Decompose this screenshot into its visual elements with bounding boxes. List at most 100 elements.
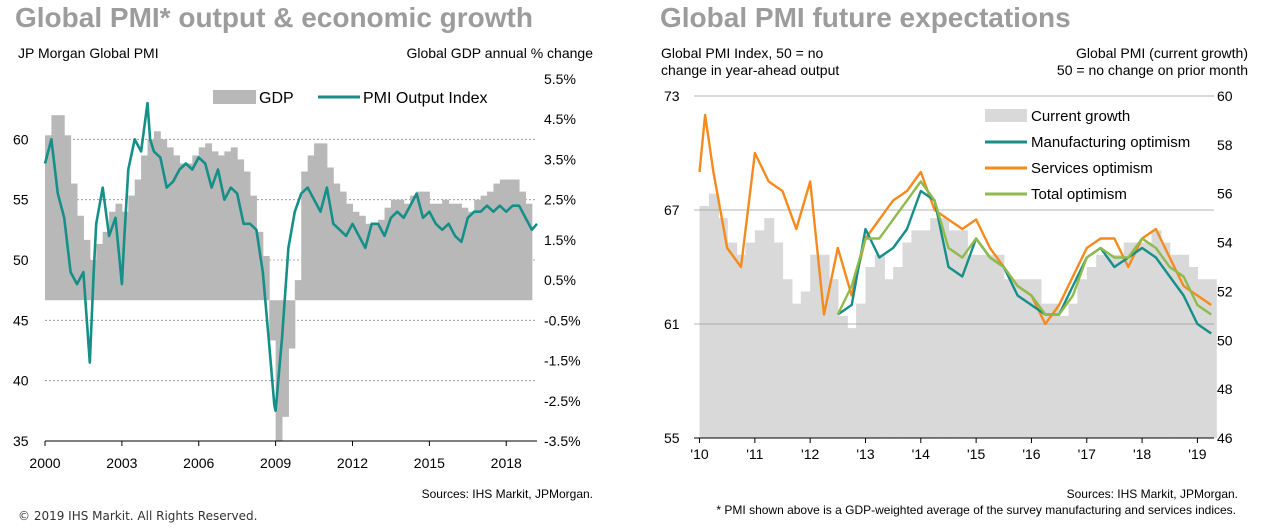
current-growth-bar: [782, 279, 793, 438]
right-chart-title: Global PMI future expectations: [660, 2, 1071, 33]
current-growth-bar: [1160, 242, 1171, 438]
y2-tick-label: 50: [1217, 332, 1233, 348]
footnote: * PMI shown above is a GDP-weighted aver…: [716, 503, 1236, 517]
current-growth-bar: [883, 279, 894, 438]
right-chart-left-axis-label-2: change in year-ahead output: [661, 62, 840, 78]
gdp-bar: [467, 211, 475, 301]
current-growth-bar: [699, 205, 710, 438]
y2-tick-label: 58: [1217, 137, 1233, 153]
y-tick-label: 60: [13, 131, 29, 147]
legend-pmi-label: PMI Output Index: [363, 90, 488, 107]
current-growth-bar: [717, 218, 728, 438]
y2-tick-label: 48: [1217, 381, 1233, 397]
current-growth-bar: [1114, 254, 1125, 438]
gdp-bar: [301, 171, 309, 301]
gdp-bar: [269, 300, 277, 341]
left-chart-panel: Global PMI* output & economic growth JP …: [0, 0, 620, 532]
current-growth-bar: [957, 230, 968, 438]
current-growth-bar: [930, 218, 941, 438]
gdp-bar: [378, 219, 386, 301]
x-tick-label: 2000: [29, 455, 60, 471]
x-tick-label: 2003: [106, 455, 137, 471]
pmi-output-line: [43, 101, 538, 413]
right-source: Sources: IHS Markit, JPMorgan.: [1066, 487, 1238, 501]
gdp-bar: [282, 300, 289, 417]
y-tick-label: 73: [664, 88, 680, 104]
gdp-bar: [262, 255, 270, 301]
y2-tick-label: 52: [1217, 283, 1233, 299]
y2-tick-label: 4.5%: [544, 111, 576, 127]
gdp-bar: [390, 199, 398, 301]
gdp-bar: [102, 231, 110, 301]
y-tick-label: 35: [13, 433, 29, 449]
current-growth-bar: [810, 254, 821, 438]
gdp-bar: [147, 139, 155, 301]
y2-tick-label: 60: [1217, 88, 1233, 104]
current-growth-bar: [856, 303, 867, 438]
y2-tick-label: 0.5%: [544, 272, 576, 288]
gdp-bar: [166, 147, 174, 301]
gdp-bar: [333, 183, 341, 301]
legend-current-growth-swatch: [985, 109, 1027, 122]
gdp-bar: [416, 191, 424, 301]
gdp-bar: [506, 179, 514, 301]
gdp-bar: [339, 191, 347, 301]
gdp-bar: [83, 239, 91, 301]
gdp-bar: [294, 280, 302, 301]
left-chart-svg: 2000 2003 2006 2009 2012 2015 2018 35 40 45 50 55 60…: [13, 71, 581, 471]
gdp-bar: [205, 143, 213, 301]
y-tick-label: 67: [664, 202, 680, 218]
gdp-bar: [64, 135, 72, 301]
gdp-bar: [185, 163, 193, 301]
current-growth-bar: [1169, 254, 1180, 438]
y2-tick-label: 3.5%: [544, 151, 576, 167]
current-growth-bar: [1151, 230, 1162, 438]
current-growth-bar: [791, 303, 802, 438]
current-growth-bar: [1188, 267, 1199, 438]
x-tick-label: '12: [801, 446, 819, 462]
current-growth-bar: [773, 242, 784, 438]
current-growth-bar: [828, 279, 839, 438]
gdp-bar: [448, 203, 456, 301]
current-growth-bar: [874, 254, 885, 438]
x-tick-label: '10: [690, 446, 708, 462]
current-growth-bar: [736, 254, 747, 438]
gdp-bar: [109, 211, 116, 301]
gdp-bar: [499, 179, 507, 301]
current-growth-bar: [708, 193, 719, 438]
current-growth-bar: [1123, 242, 1134, 438]
current-growth-bar: [893, 267, 904, 438]
x-tick-label: 2018: [491, 455, 522, 471]
current-growth-bar: [1206, 279, 1217, 438]
gdp-bar: [480, 195, 488, 301]
y-tick-label: 40: [13, 373, 29, 389]
current-growth-bar: [976, 254, 987, 438]
gdp-bar: [237, 159, 245, 301]
gdp-bar: [134, 179, 142, 301]
y2-tick-label: -1.5%: [544, 353, 581, 369]
gdp-bar: [358, 215, 366, 301]
current-growth-bar: [1022, 279, 1033, 438]
gdp-bar: [429, 203, 437, 301]
current-growth-bar: [727, 242, 738, 438]
x-tick-label: '19: [1188, 446, 1206, 462]
gdp-bar: [442, 199, 450, 301]
x-tick-label: 2006: [183, 455, 214, 471]
legend-gdp-swatch: [213, 90, 256, 104]
current-growth-bar: [966, 254, 977, 438]
gdp-bar: [256, 231, 264, 301]
gdp-bar: [525, 203, 533, 301]
current-growth-bar: [911, 230, 922, 438]
gdp-bar: [288, 300, 296, 349]
legend-current-growth-label: Current growth: [1031, 108, 1130, 125]
y2-tick-label: -0.5%: [544, 312, 581, 328]
current-growth-bar: [837, 315, 848, 438]
right-chart-svg: '10 '11 '12 '13 '14 '15 '16 '17 '18 '19 55 61 67 73 46…: [664, 88, 1233, 462]
current-growth-bar: [819, 254, 830, 438]
gdp-bar: [487, 191, 494, 301]
current-growth-bar: [764, 218, 775, 438]
legend-total-optimism-label: Total optimism: [1031, 186, 1127, 203]
y2-tick-label: -3.5%: [544, 433, 581, 449]
gdp-bar: [314, 143, 321, 301]
x-tick-label: 2015: [414, 455, 445, 471]
